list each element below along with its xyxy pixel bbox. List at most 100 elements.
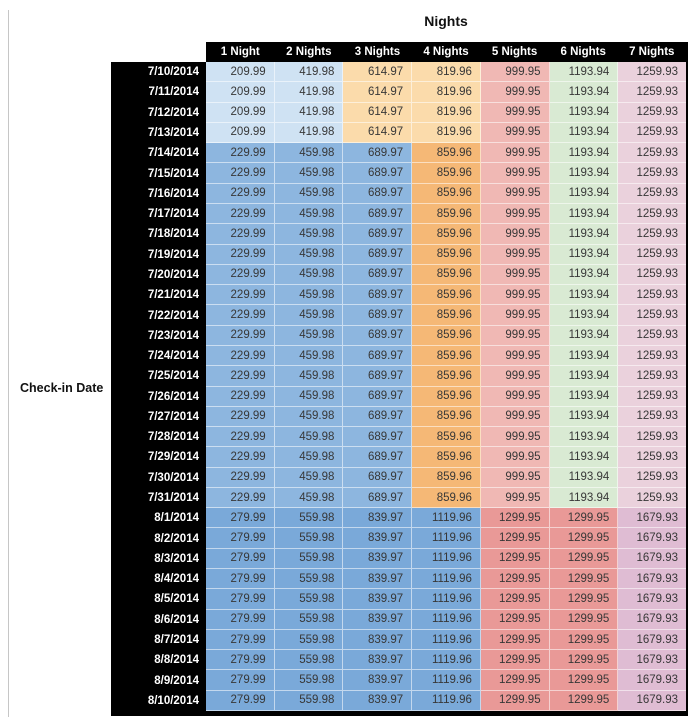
- row-date-label: 7/31/2014: [147, 492, 199, 505]
- price-row: 229.99 459.98 689.97 859.96 999.95 1193.94 125…: [206, 264, 687, 286]
- price-cell: 1193.94: [549, 305, 619, 326]
- price-cell: 1259.93: [618, 183, 687, 204]
- price-cell: 459.98: [274, 224, 344, 245]
- price-cell: 1259.93: [618, 447, 687, 468]
- price-row: 229.99 459.98 689.97 859.96 999.95 1193.94 125…: [206, 183, 687, 204]
- price-row: 279.99 559.98 839.97 1119.96 1299.95 1299.95 1…: [206, 629, 687, 651]
- price-cell: 419.98: [274, 102, 344, 123]
- price-cell: 1193.94: [549, 102, 619, 123]
- price-cell: 459.98: [274, 183, 344, 204]
- price-cell: 229.99: [206, 163, 275, 184]
- price-cell: 1193.94: [549, 122, 619, 144]
- price-cell: 999.95: [480, 366, 550, 387]
- table-title: Nights: [424, 13, 468, 29]
- price-cell: 1299.95: [480, 548, 550, 570]
- price-cell: 279.99: [206, 508, 275, 529]
- price-cell: 229.99: [206, 345, 275, 367]
- checkin-date-axis-label: Check-in Date: [20, 381, 104, 395]
- price-cell: 859.96: [412, 224, 481, 245]
- price-cell: 1299.95: [480, 569, 550, 590]
- price-cell: 1679.93: [618, 548, 687, 570]
- price-cell: 1679.93: [618, 528, 687, 549]
- price-cell: 859.96: [412, 143, 481, 164]
- price-cell: 229.99: [206, 467, 275, 488]
- price-cell: 229.99: [206, 305, 275, 326]
- price-cell: 1679.93: [618, 629, 687, 651]
- price-cell: 999.95: [480, 163, 550, 184]
- price-cell: 999.95: [480, 82, 550, 103]
- price-cell: 419.98: [274, 82, 344, 103]
- price-cell: 229.99: [206, 183, 275, 204]
- price-cell: 839.97: [343, 528, 413, 549]
- price-cell: 839.97: [343, 508, 413, 529]
- price-cell: 689.97: [343, 386, 413, 407]
- price-cell: 1259.93: [618, 467, 687, 488]
- price-cell: 819.96: [412, 82, 481, 103]
- price-row: 209.99 419.98 614.97 819.96 999.95 1193.94 125…: [206, 62, 687, 83]
- price-cell: 1119.96: [412, 548, 481, 570]
- price-cell: 999.95: [480, 285, 550, 306]
- row-date-label: 7/16/2014: [147, 187, 199, 200]
- price-cell: 1259.93: [618, 427, 687, 448]
- row-date-label: 7/10/2014: [147, 66, 199, 79]
- price-row: 229.99 459.98 689.97 859.96 999.95 1193.94 125…: [206, 244, 687, 265]
- price-cell: 999.95: [480, 325, 550, 346]
- price-cell: 999.95: [480, 406, 550, 428]
- price-cell: 859.96: [412, 467, 481, 488]
- price-cell: 1299.95: [480, 528, 550, 549]
- price-row: 229.99 459.98 689.97 859.96 999.95 1193.94 125…: [206, 447, 687, 468]
- price-cell: 1119.96: [412, 589, 481, 610]
- price-cell: 1193.94: [549, 487, 619, 509]
- price-cell: 1299.95: [549, 629, 619, 651]
- price-cell: 839.97: [343, 629, 413, 651]
- price-cell: 559.98: [274, 690, 344, 711]
- price-cell: 1193.94: [549, 447, 619, 468]
- row-date-label: 7/21/2014: [147, 289, 199, 302]
- price-cell: 1193.94: [549, 183, 619, 204]
- price-cell: 459.98: [274, 467, 344, 488]
- price-cell: 689.97: [343, 183, 413, 204]
- price-cell: 1193.94: [549, 62, 619, 83]
- price-cell: 1259.93: [618, 62, 687, 83]
- price-row: 209.99 419.98 614.97 819.96 999.95 1193.94 125…: [206, 82, 687, 103]
- price-cell: 229.99: [206, 244, 275, 265]
- table-bottom-border: [111, 711, 688, 716]
- price-cell: 839.97: [343, 690, 413, 711]
- price-row: 279.99 559.98 839.97 1119.96 1299.95 1299.95 1…: [206, 508, 687, 529]
- price-cell: 1193.94: [549, 82, 619, 103]
- price-cell: 459.98: [274, 285, 344, 306]
- column-header-4-nights: 4 Nights: [423, 46, 469, 58]
- price-cell: 1259.93: [618, 82, 687, 103]
- price-cell: 209.99: [206, 82, 275, 103]
- price-cell: 839.97: [343, 589, 413, 610]
- price-cell: 1193.94: [549, 203, 619, 225]
- price-cell: 859.96: [412, 487, 481, 509]
- price-cell: 279.99: [206, 650, 275, 671]
- price-cell: 1193.94: [549, 427, 619, 448]
- price-cell: 1259.93: [618, 244, 687, 265]
- price-cell: 689.97: [343, 406, 413, 428]
- price-cell: 859.96: [412, 285, 481, 306]
- price-cell: 1299.95: [549, 690, 619, 711]
- price-cell: 1299.95: [480, 609, 550, 630]
- row-date-label: 7/29/2014: [147, 451, 199, 464]
- price-row: 229.99 459.98 689.97 859.96 999.95 1193.94 125…: [206, 406, 687, 428]
- price-cell: 689.97: [343, 467, 413, 488]
- price-cell: 279.99: [206, 629, 275, 651]
- row-date-label: 8/8/2014: [154, 654, 199, 667]
- column-header-7-nights: 7 Nights: [629, 46, 675, 58]
- price-cell: 209.99: [206, 62, 275, 83]
- price-row: 279.99 559.98 839.97 1119.96 1299.95 1299.95 1…: [206, 650, 687, 671]
- row-date-label: 8/4/2014: [154, 573, 199, 586]
- price-grid: 209.99 419.98 614.97 819.96 999.95 1193.94 125…: [206, 62, 688, 711]
- row-date-label: 8/3/2014: [154, 552, 199, 565]
- price-cell: 1299.95: [480, 670, 550, 691]
- price-cell: 689.97: [343, 163, 413, 184]
- price-cell: 459.98: [274, 163, 344, 184]
- price-cell: 839.97: [343, 548, 413, 570]
- row-date-label: 7/27/2014: [147, 410, 199, 423]
- price-cell: 279.99: [206, 528, 275, 549]
- price-row: 209.99 419.98 614.97 819.96 999.95 1193.94 125…: [206, 122, 687, 144]
- price-cell: 209.99: [206, 122, 275, 144]
